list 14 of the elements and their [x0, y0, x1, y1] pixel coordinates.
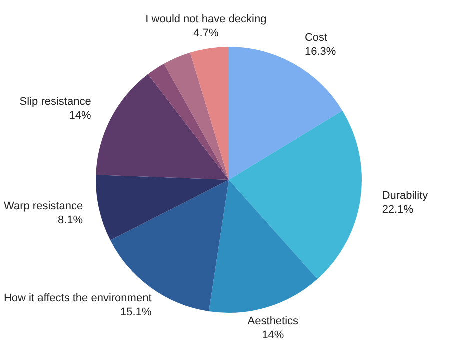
slice-label: Aesthetics: [248, 316, 300, 328]
slice-label: Durability: [382, 190, 429, 202]
data-label: 16.3%: [304, 46, 336, 58]
slice-label: I would not have decking: [146, 14, 267, 26]
data-label: 4.7%: [194, 28, 219, 40]
data-label: 14%: [262, 330, 284, 342]
data-label: 14%: [69, 110, 92, 122]
slice-label: How it affects the environment: [4, 292, 152, 305]
data-label: 22.1%: [382, 204, 414, 216]
slice-label: Slip resistance: [20, 96, 92, 108]
data-label: 8.1%: [58, 214, 84, 226]
slice-label: Warp resistance: [4, 200, 84, 212]
data-label: 15.1%: [120, 306, 152, 319]
slice-label: Cost: [304, 32, 328, 44]
